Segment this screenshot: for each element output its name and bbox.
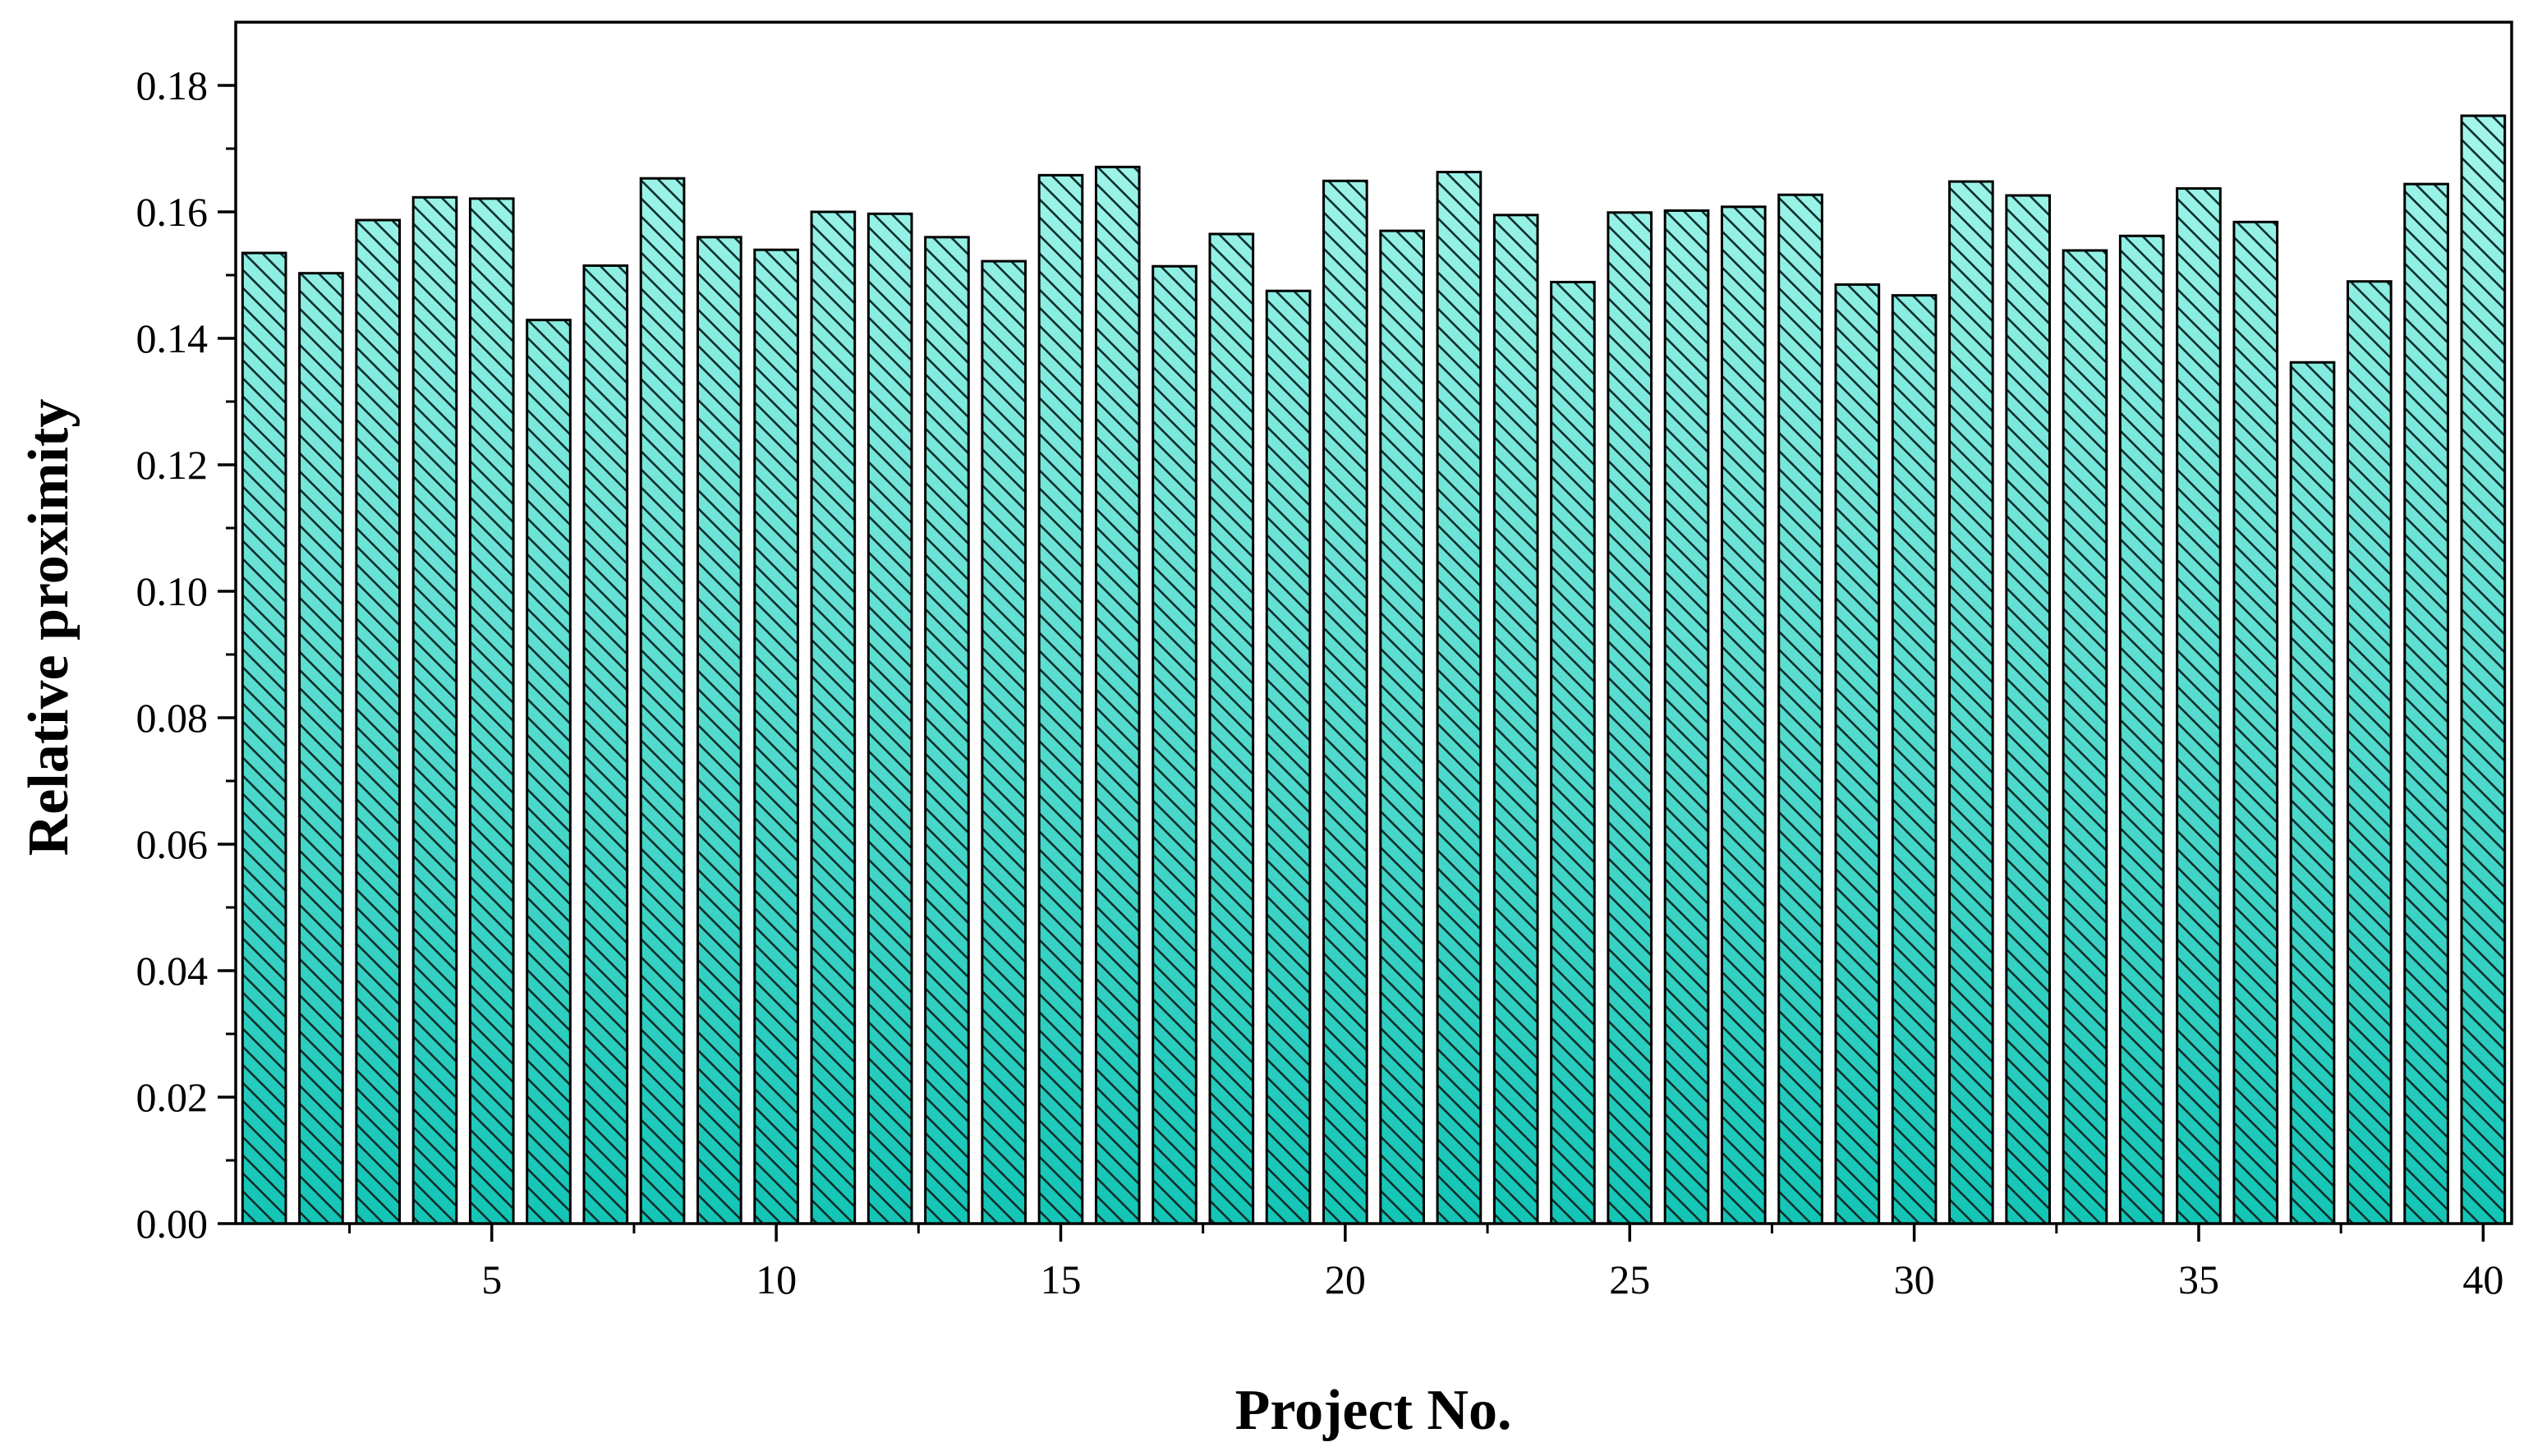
x-tick-label-35: 35 bbox=[2178, 1256, 2219, 1302]
x-tick-label-5: 5 bbox=[481, 1256, 502, 1302]
bar-6 bbox=[526, 319, 572, 1225]
bar-26 bbox=[1663, 209, 1710, 1225]
plot-frame bbox=[234, 21, 2513, 1225]
bar-22 bbox=[1436, 170, 1483, 1225]
bar-36 bbox=[2232, 220, 2279, 1225]
bar-8 bbox=[639, 177, 686, 1225]
x-tick-label-30: 30 bbox=[1894, 1256, 1935, 1302]
bar-34 bbox=[2118, 234, 2165, 1225]
x-tick-label-15: 15 bbox=[1040, 1256, 1081, 1302]
y-axis-title: Relative proximity bbox=[17, 399, 80, 857]
bar-14 bbox=[981, 260, 1027, 1225]
bar-33 bbox=[2062, 249, 2108, 1225]
y-tick-label-0.16: 0.16 bbox=[136, 189, 209, 235]
bar-39 bbox=[2403, 182, 2449, 1225]
y-tick-label-0.14: 0.14 bbox=[136, 315, 209, 361]
y-tick-label-0.04: 0.04 bbox=[136, 948, 209, 994]
bar-21 bbox=[1379, 229, 1425, 1225]
bar-25 bbox=[1607, 211, 1653, 1225]
bar-27 bbox=[1720, 205, 1767, 1225]
y-tick-label-0.08: 0.08 bbox=[136, 695, 209, 741]
bar-32 bbox=[2005, 194, 2051, 1225]
bar-17 bbox=[1152, 264, 1198, 1225]
bar-11 bbox=[810, 210, 857, 1225]
y-tick-label-0.18: 0.18 bbox=[136, 62, 209, 108]
bar-4 bbox=[411, 195, 458, 1225]
bar-12 bbox=[867, 212, 913, 1225]
bar-31 bbox=[1948, 180, 1994, 1225]
bar-24 bbox=[1550, 280, 1596, 1225]
bar-29 bbox=[1834, 283, 1881, 1225]
bar-20 bbox=[1322, 179, 1368, 1225]
bar-2 bbox=[298, 272, 344, 1225]
bar-3 bbox=[355, 218, 402, 1225]
y-tick-label-0.02: 0.02 bbox=[136, 1074, 209, 1120]
bar-1 bbox=[241, 251, 287, 1225]
x-tick-label-40: 40 bbox=[2462, 1256, 2503, 1302]
bar-35 bbox=[2176, 187, 2222, 1225]
bar-9 bbox=[696, 236, 742, 1225]
bar-30 bbox=[1891, 294, 1938, 1225]
y-tick-label-0.12: 0.12 bbox=[136, 442, 209, 488]
bar-18 bbox=[1208, 232, 1255, 1225]
bar-10 bbox=[753, 248, 799, 1225]
x-axis-title: Project No. bbox=[1235, 1379, 1512, 1442]
axes: 0.00 0.02 0.04 0.06 0.08 0.10 0.12 0.14 0.16 0.18… bbox=[136, 21, 2513, 1302]
bar-15 bbox=[1037, 173, 1084, 1225]
bar-7 bbox=[582, 264, 629, 1225]
x-tick-label-25: 25 bbox=[1609, 1256, 1650, 1302]
bar-40 bbox=[2460, 114, 2507, 1225]
y-tick-label-0.00: 0.00 bbox=[136, 1201, 209, 1247]
y-tick-label-0.10: 0.10 bbox=[136, 568, 209, 614]
y-tick-label-0.06: 0.06 bbox=[136, 821, 209, 867]
bar-13 bbox=[924, 236, 970, 1225]
bar-16 bbox=[1094, 165, 1141, 1225]
bar-38 bbox=[2346, 280, 2393, 1225]
bar-28 bbox=[1777, 193, 1823, 1225]
bar-37 bbox=[2289, 361, 2336, 1225]
bar-19 bbox=[1265, 289, 1312, 1225]
x-tick-label-10: 10 bbox=[756, 1256, 797, 1302]
bar-5 bbox=[468, 197, 515, 1225]
x-tick-label-20: 20 bbox=[1325, 1256, 1366, 1302]
bar-23 bbox=[1492, 214, 1539, 1225]
bars bbox=[241, 114, 2507, 1225]
